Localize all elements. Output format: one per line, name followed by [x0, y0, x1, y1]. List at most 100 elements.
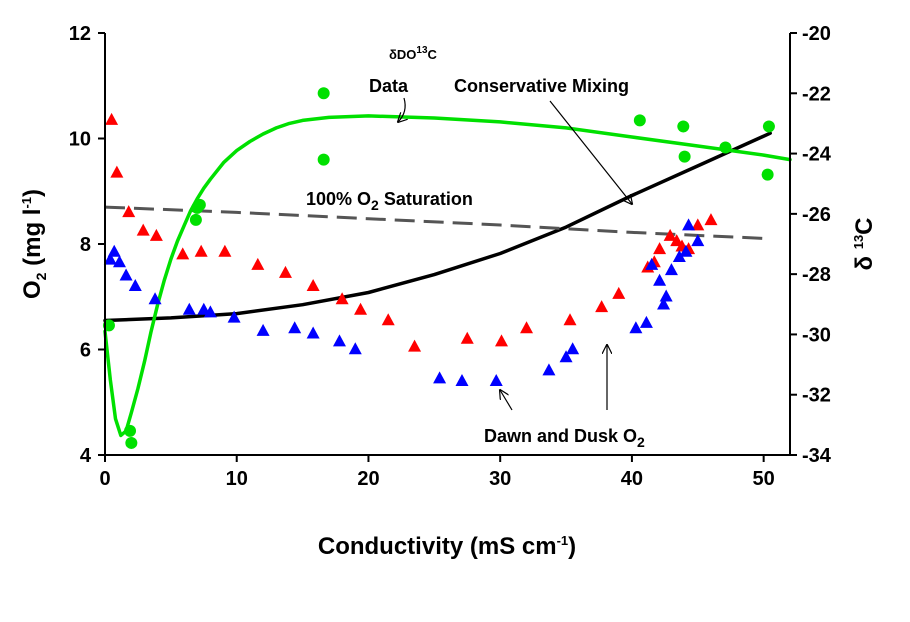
y-right-tick-label: -26: [802, 204, 831, 226]
x-tick-label: 40: [621, 468, 643, 490]
series-line-conservative-mixing: [103, 131, 772, 323]
annotation-conservative-mixing: Conservative Mixing: [454, 76, 629, 96]
data-point-triangle: [645, 257, 659, 270]
data-point-triangle: [128, 279, 142, 291]
data-point-triangle: [251, 257, 265, 270]
data-point-triangle: [103, 252, 117, 265]
data-point-triangle: [354, 302, 368, 315]
data-point-triangle: [278, 265, 292, 278]
data-point-circle: [633, 114, 646, 127]
data-point-triangle: [194, 244, 208, 257]
axis-ticks: 0 10 20 30 40 50 4 6 8 10 12 -34 -32 -30 -28 -26 -24 -22 -…: [69, 23, 832, 490]
data-point-circle: [761, 168, 774, 181]
data-point-triangle: [657, 297, 671, 310]
data-point-triangle: [227, 310, 241, 323]
data-point-circle: [124, 424, 137, 437]
data-point-triangle: [148, 292, 162, 305]
annotation-dawn-arrow-left: [500, 390, 513, 411]
data-point-triangle: [288, 321, 302, 334]
series-line-100-o2-saturation: [104, 205, 771, 241]
data-point-triangle: [612, 286, 626, 299]
data-point-circle: [677, 120, 690, 133]
annotation-data-arrow: [398, 97, 405, 122]
x-tick-label: 0: [99, 468, 110, 490]
y-right-tick-label: -22: [802, 83, 831, 105]
data-point-circle: [762, 120, 775, 133]
data-point-triangle: [306, 326, 320, 339]
y-left-tick-label: 12: [69, 23, 91, 45]
data-point-triangle: [559, 350, 573, 363]
data-point-triangle: [136, 223, 150, 236]
y-left-tick-label: 8: [80, 234, 91, 256]
data-point-triangle: [408, 339, 422, 352]
data-point-triangle: [595, 300, 609, 313]
data-point-triangle: [218, 244, 232, 257]
data-point-triangle: [107, 244, 121, 257]
data-point-triangle: [332, 334, 346, 347]
annotation-data-label: Data: [369, 76, 409, 96]
annotation-dawn-dusk: Dawn and Dusk O2: [484, 426, 645, 450]
data-point-triangle: [256, 323, 270, 336]
data-point-triangle: [563, 313, 577, 326]
data-point-triangle: [105, 112, 119, 125]
data-point-triangle: [489, 373, 503, 386]
y-right-tick-label: -30: [802, 324, 831, 346]
data-point-triangle: [122, 205, 136, 218]
data-point-triangle: [460, 331, 474, 344]
data-point-triangle: [182, 302, 196, 315]
data-point-triangle: [639, 315, 653, 328]
y-right-tick-label: -32: [802, 385, 831, 407]
data-point-triangle: [704, 213, 718, 226]
data-point-triangle: [659, 289, 673, 302]
x-tick-label: 50: [753, 468, 775, 490]
data-point-circle: [678, 150, 691, 163]
y-right-tick-label: -34: [802, 445, 832, 467]
data-point-triangle: [381, 313, 395, 326]
data-point-triangle: [672, 249, 686, 262]
x-tick-label: 10: [226, 468, 248, 490]
data-point-triangle: [691, 218, 705, 231]
data-point-triangle: [433, 371, 447, 384]
data-point-circle: [193, 198, 206, 211]
series-line-do13c-data: [103, 114, 792, 438]
plot-lines: [103, 114, 792, 438]
data-point-triangle: [176, 247, 190, 260]
data-point-circle: [125, 436, 138, 449]
data-point-circle: [719, 141, 732, 154]
data-point-triangle: [664, 263, 678, 276]
data-point-triangle: [629, 321, 643, 334]
x-tick-label: 30: [489, 468, 511, 490]
data-point-triangle: [149, 228, 163, 241]
y-left-tick-label: 6: [80, 340, 91, 362]
data-point-triangle: [653, 242, 667, 255]
y-right-tick-label: -20: [802, 23, 831, 45]
annotation-saturation: 100% O2 Saturation: [306, 189, 473, 213]
annotation-mixing-arrow: [549, 100, 632, 204]
x-axis-title: Conductivity (mS cm-1): [318, 533, 576, 560]
data-point-triangle: [348, 342, 362, 355]
y-left-axis-title: O2 (mg l-1): [19, 189, 49, 299]
data-point-triangle: [670, 234, 684, 247]
data-point-circle: [189, 213, 202, 226]
data-point-circle: [317, 153, 330, 166]
data-point-triangle: [495, 334, 509, 347]
y-left-tick-label: 4: [80, 445, 92, 467]
x-tick-label: 20: [357, 468, 379, 490]
data-point-triangle: [566, 342, 580, 355]
data-point-triangle: [110, 165, 124, 178]
data-point-triangle: [653, 273, 667, 286]
data-point-triangle: [119, 268, 133, 281]
data-point-triangle: [679, 244, 693, 257]
data-point-circle: [317, 87, 330, 100]
data-point-triangle: [335, 292, 349, 305]
data-point-triangle: [520, 321, 534, 334]
data-point-triangle: [542, 363, 556, 376]
data-point-triangle: [682, 218, 696, 231]
data-point-triangle: [306, 279, 320, 291]
data-point-triangle: [663, 228, 677, 241]
y-right-tick-label: -24: [802, 144, 832, 166]
annotation-ddo13c-label: δDO13C: [389, 45, 438, 62]
plot-markers: [102, 87, 775, 449]
data-point-triangle: [112, 255, 126, 268]
